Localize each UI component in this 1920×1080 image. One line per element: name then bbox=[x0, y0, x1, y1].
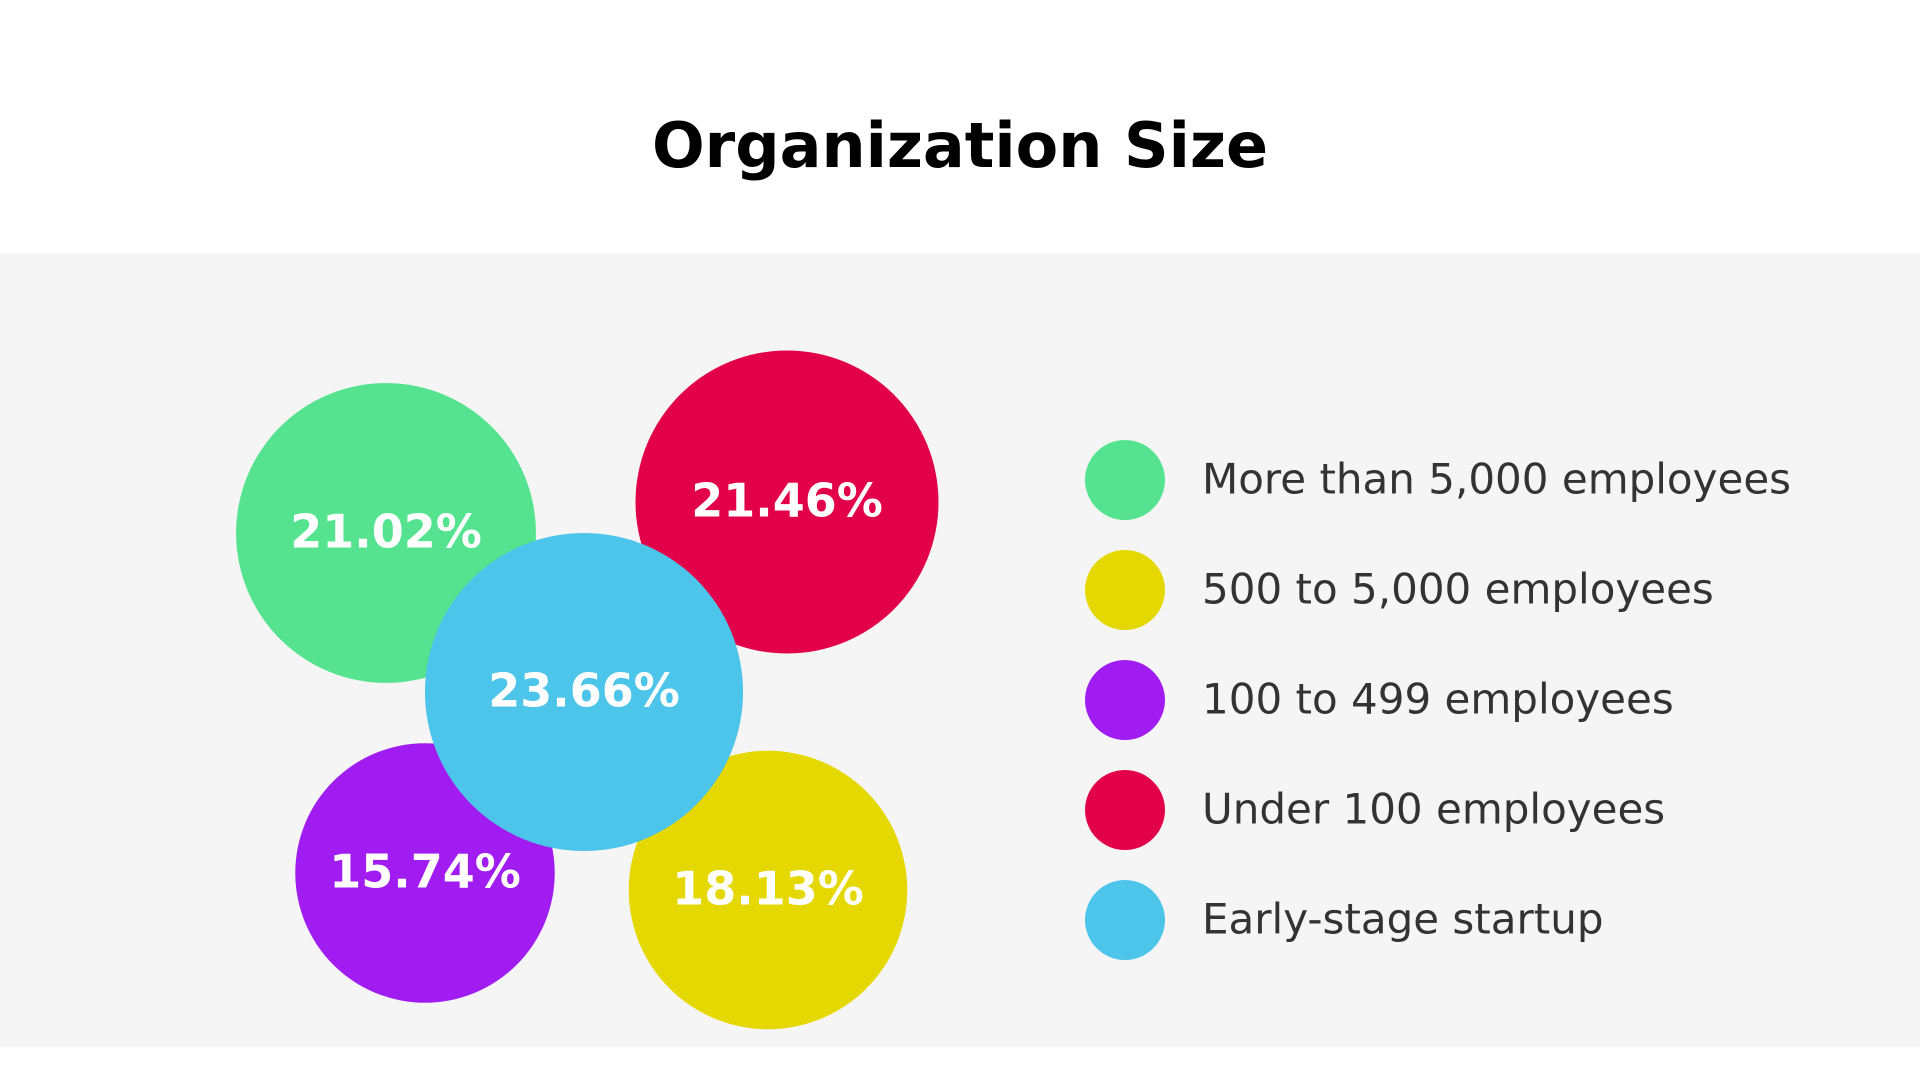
data-label: 23.66% bbox=[488, 664, 680, 718]
chart-background bbox=[0, 253, 1920, 1047]
legend-label: Early-stage startup bbox=[1202, 895, 1604, 944]
data-label: 21.46% bbox=[691, 474, 883, 528]
bubble bbox=[424, 532, 744, 852]
legend-swatch bbox=[1085, 550, 1165, 630]
data-label: 15.74% bbox=[329, 845, 521, 899]
data-label: 21.02% bbox=[290, 505, 482, 559]
legend-swatch bbox=[1085, 660, 1165, 740]
chart-title: Organization Size bbox=[652, 109, 1268, 182]
legend-label: 500 to 5,000 employees bbox=[1202, 565, 1714, 614]
data-label: 18.13% bbox=[672, 862, 864, 916]
legend-swatch bbox=[1085, 770, 1165, 850]
legend-swatch bbox=[1085, 880, 1165, 960]
bubble bbox=[635, 350, 939, 654]
legend-swatch bbox=[1085, 440, 1165, 520]
legend-label: More than 5,000 employees bbox=[1202, 455, 1791, 504]
legend-label: 100 to 499 employees bbox=[1202, 675, 1674, 724]
legend-label: Under 100 employees bbox=[1202, 785, 1665, 834]
bubble bbox=[628, 750, 908, 1030]
